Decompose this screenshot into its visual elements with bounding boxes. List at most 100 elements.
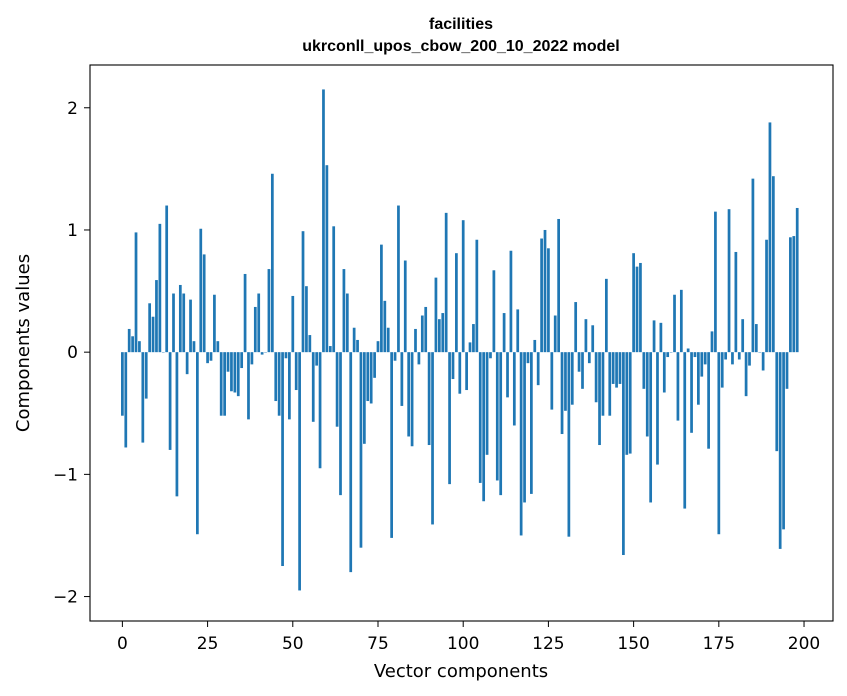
bar bbox=[407, 352, 411, 437]
bar bbox=[523, 352, 526, 503]
bar bbox=[700, 352, 704, 377]
bar bbox=[744, 352, 748, 397]
bars-group bbox=[121, 89, 799, 591]
bar bbox=[707, 352, 710, 449]
bar bbox=[424, 306, 428, 353]
bar bbox=[144, 352, 148, 399]
bar bbox=[601, 352, 605, 416]
bar bbox=[359, 352, 363, 548]
bar bbox=[754, 324, 758, 353]
bar bbox=[444, 212, 448, 353]
bar bbox=[216, 341, 220, 353]
bar bbox=[516, 309, 520, 353]
bar bbox=[311, 352, 315, 422]
bar bbox=[185, 352, 189, 375]
bar bbox=[482, 352, 486, 502]
bar bbox=[366, 352, 370, 402]
x-tick-label: 75 bbox=[367, 634, 389, 654]
bar bbox=[308, 335, 312, 353]
bar bbox=[417, 352, 421, 365]
bar bbox=[768, 122, 772, 353]
bar bbox=[349, 352, 353, 573]
bar bbox=[199, 228, 203, 353]
bar bbox=[383, 300, 387, 353]
bar bbox=[138, 341, 141, 353]
bar bbox=[591, 325, 595, 353]
bar bbox=[226, 352, 230, 372]
y-tick-label: 0 bbox=[67, 343, 78, 363]
x-tick-label: 200 bbox=[788, 634, 820, 654]
bar bbox=[427, 352, 431, 446]
bar bbox=[543, 229, 547, 353]
bar bbox=[703, 352, 707, 365]
bar bbox=[168, 352, 172, 450]
bar bbox=[410, 352, 414, 447]
bar bbox=[451, 352, 455, 380]
chart-subtitle: ukrconll_upos_cbow_200_10_2022 model bbox=[302, 38, 619, 55]
bar bbox=[628, 352, 632, 454]
bar bbox=[363, 352, 366, 444]
bar bbox=[301, 231, 305, 353]
bar bbox=[778, 352, 782, 549]
bar bbox=[274, 352, 278, 402]
bar bbox=[189, 299, 192, 353]
bar bbox=[502, 313, 506, 353]
bar bbox=[727, 209, 731, 353]
bar bbox=[622, 352, 625, 556]
bar bbox=[765, 239, 768, 353]
bar bbox=[761, 352, 765, 371]
bar bbox=[547, 248, 550, 353]
bar bbox=[666, 352, 670, 358]
bar bbox=[574, 302, 578, 353]
bar bbox=[148, 303, 152, 353]
bar bbox=[564, 352, 567, 411]
bar bbox=[604, 278, 608, 353]
bar bbox=[625, 352, 629, 455]
bar bbox=[356, 339, 359, 353]
bar bbox=[196, 352, 199, 535]
bar bbox=[499, 352, 503, 496]
x-tick-label: 0 bbox=[117, 634, 128, 654]
bar bbox=[243, 273, 247, 353]
bar bbox=[332, 226, 336, 353]
bar bbox=[792, 236, 796, 353]
bar bbox=[679, 289, 683, 353]
bar bbox=[570, 352, 574, 405]
bar bbox=[202, 254, 206, 353]
x-axis-label: Vector components bbox=[374, 661, 548, 682]
bar bbox=[386, 327, 390, 353]
bar bbox=[458, 352, 462, 394]
bar bbox=[294, 352, 298, 391]
bar bbox=[247, 352, 250, 420]
bar bbox=[550, 352, 554, 410]
bar bbox=[676, 352, 680, 421]
bar bbox=[731, 352, 734, 365]
bar bbox=[437, 319, 441, 353]
bar bbox=[397, 205, 400, 353]
bar bbox=[431, 352, 434, 525]
bar bbox=[710, 331, 714, 353]
bar bbox=[400, 352, 404, 406]
bar bbox=[325, 165, 329, 353]
bar bbox=[281, 352, 284, 567]
bar bbox=[635, 266, 639, 353]
bar bbox=[536, 352, 540, 386]
x-axis-ticks: 0 25 50 75 100 125 150 175 200 bbox=[117, 621, 820, 654]
bar bbox=[284, 352, 288, 359]
bar bbox=[519, 352, 523, 536]
x-tick-label: 50 bbox=[282, 634, 304, 654]
bar bbox=[209, 352, 213, 361]
bar bbox=[267, 269, 271, 353]
bar bbox=[495, 352, 499, 481]
bar bbox=[526, 352, 530, 364]
bar bbox=[567, 352, 571, 537]
x-tick-label: 100 bbox=[447, 634, 479, 654]
bar bbox=[390, 352, 393, 538]
bar bbox=[253, 306, 257, 353]
bar bbox=[345, 293, 349, 353]
bar bbox=[134, 232, 138, 353]
bar bbox=[472, 324, 475, 353]
bar bbox=[645, 352, 649, 437]
bar bbox=[335, 352, 339, 427]
